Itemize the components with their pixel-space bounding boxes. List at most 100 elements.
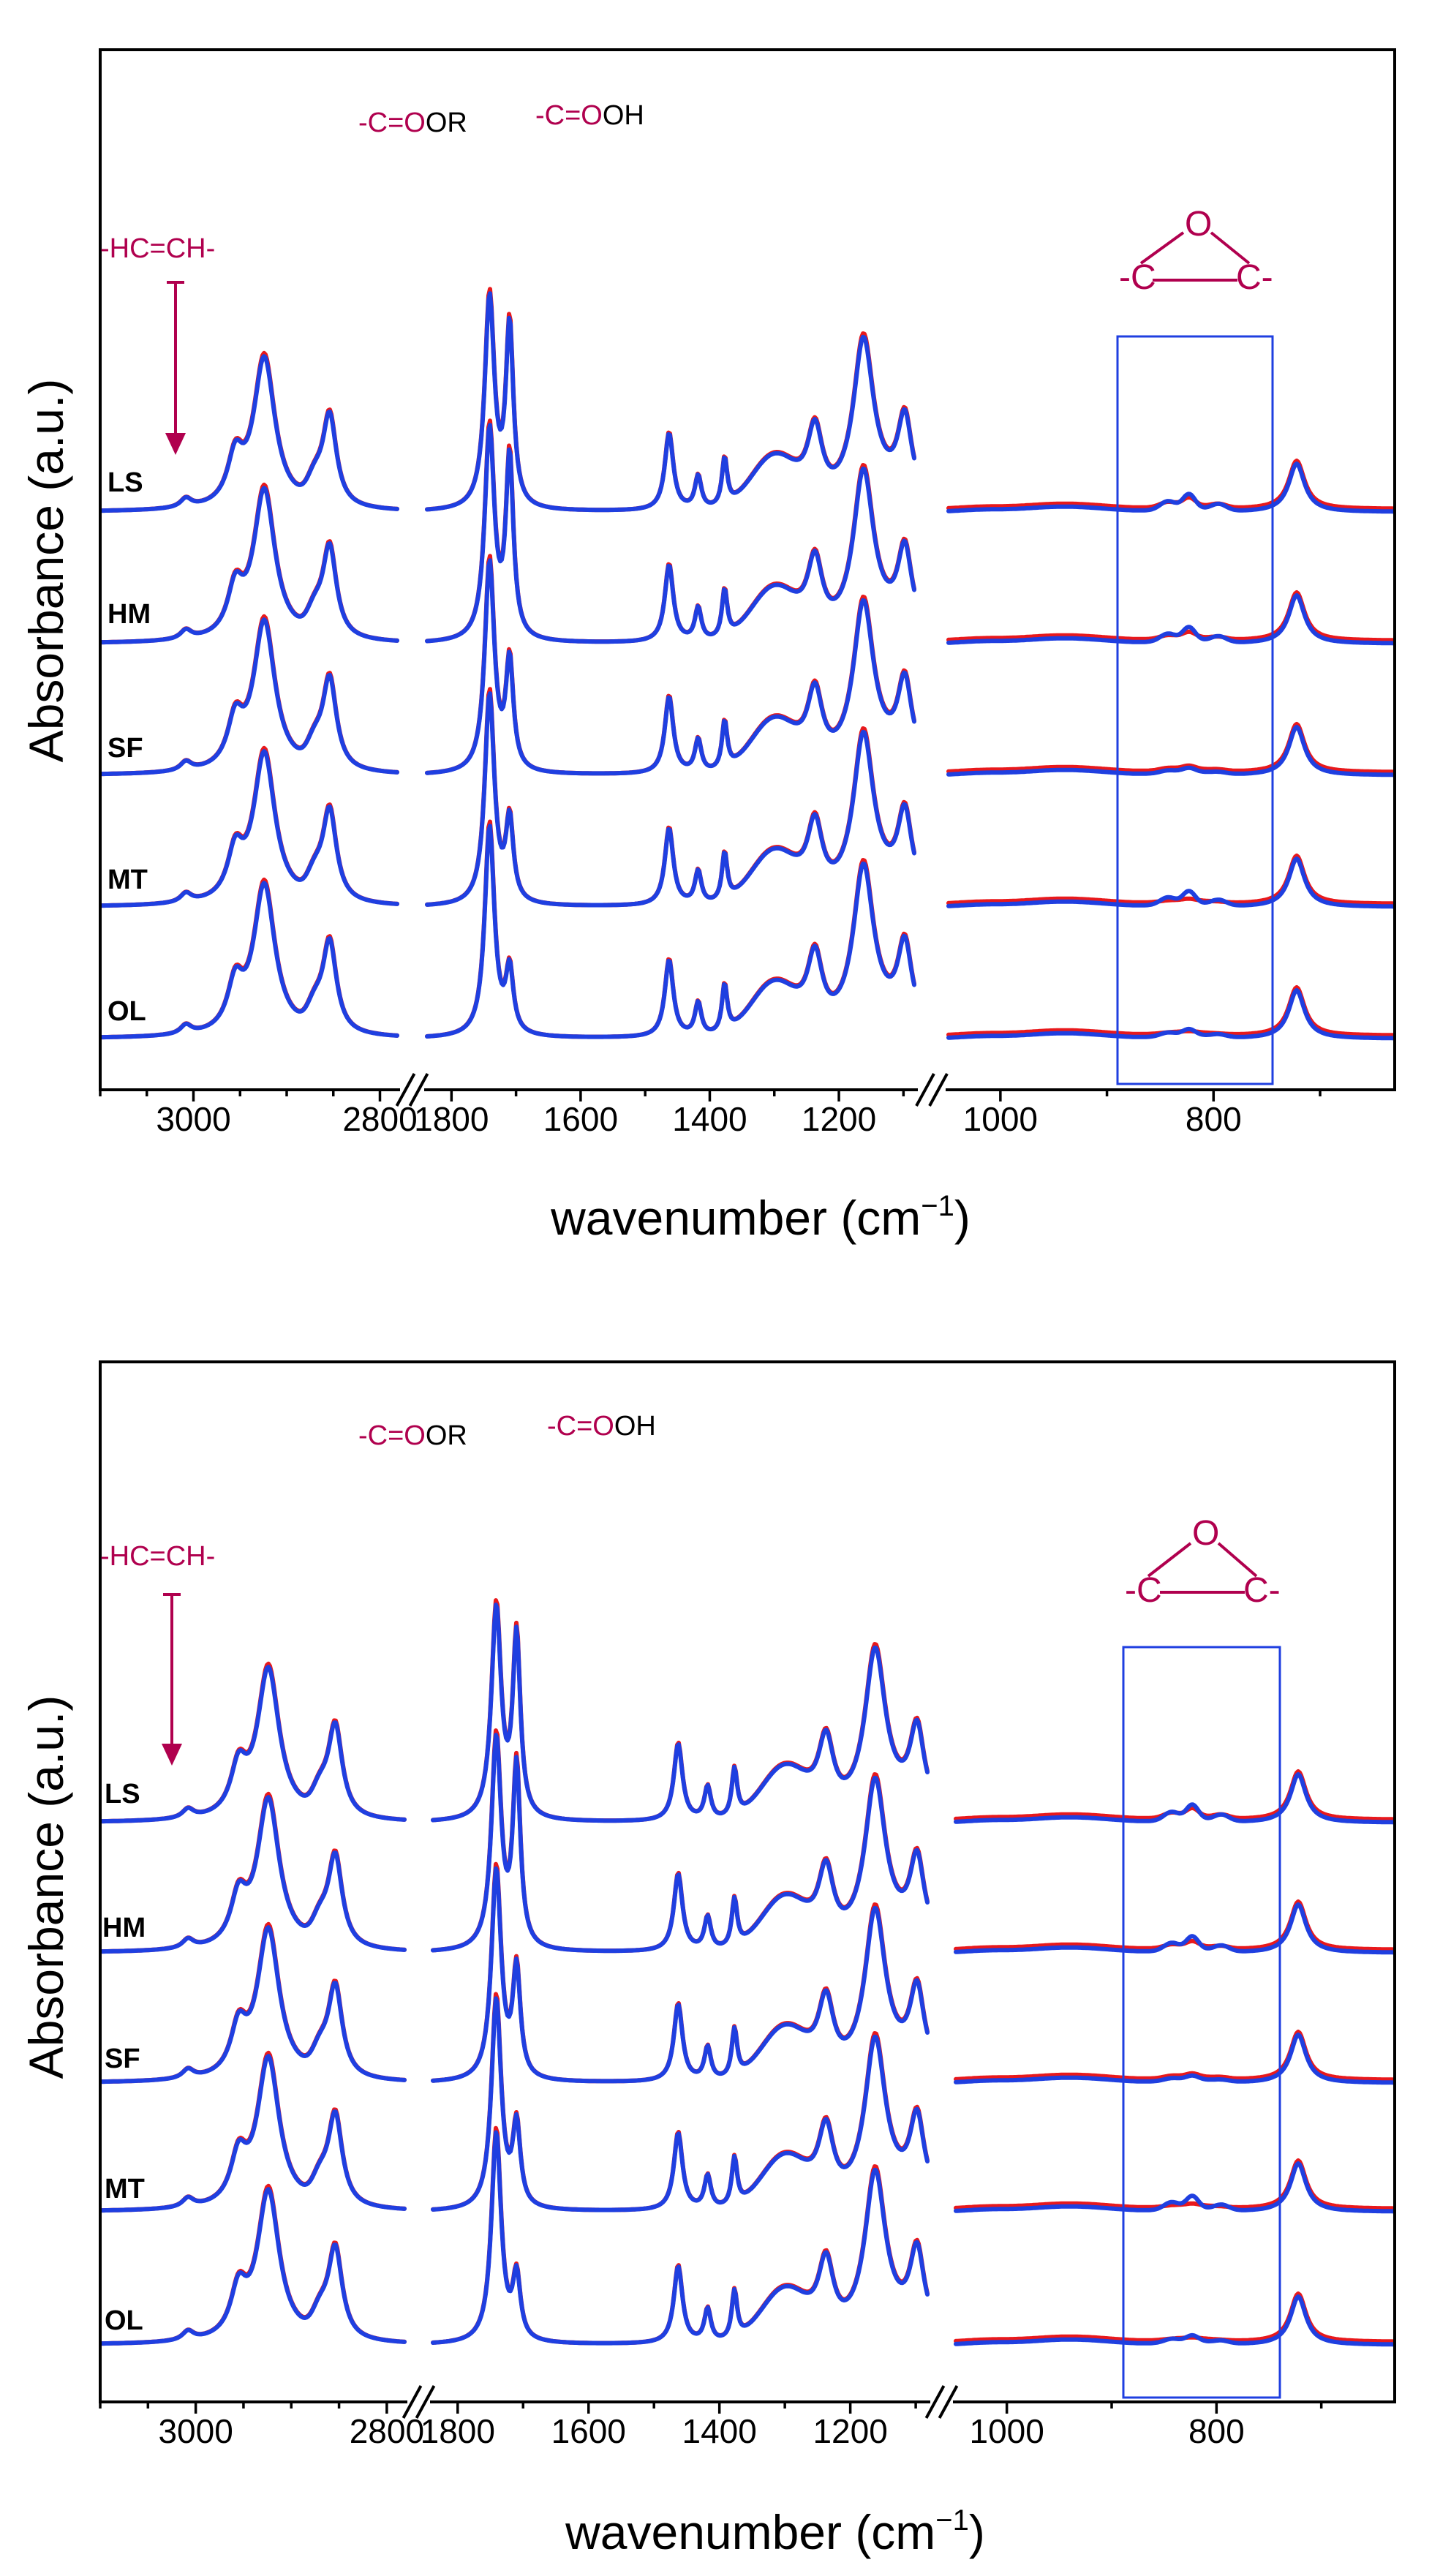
- axis-break-mark-1-1: [395, 1073, 416, 1107]
- spectrum-mt-after-segment-1: [99, 2054, 407, 2213]
- spectrum-sf-after-segment-2: [425, 558, 916, 776]
- spectrum-ol-after-segment-2: [425, 824, 916, 1039]
- x-tick-label-1200: 1200: [813, 2412, 887, 2450]
- spectrum-mt-after-segment-3: [954, 2161, 1395, 2214]
- x-tick-label-1600: 1600: [543, 1100, 618, 1138]
- bottom-x-axis-title: wavenumber (cm−1): [565, 2504, 985, 2559]
- spectrum-ol-after-segment-2: [431, 2130, 930, 2346]
- x-tick-label-3000: 3000: [156, 1100, 230, 1138]
- x-tick-label-800: 800: [1186, 1100, 1242, 1138]
- axis-break-mark-1-1: [402, 2385, 423, 2419]
- sample-label-ol: OL: [105, 2305, 143, 2336]
- epoxide-carbon-left: -C: [1119, 258, 1156, 297]
- spectrum-ol-before-segment-3: [946, 985, 1395, 1038]
- alkene-arrow: [162, 1593, 182, 1766]
- spectrum-ls-after-segment-2: [425, 291, 916, 513]
- epoxide-structure: O -C C-: [1119, 205, 1273, 297]
- alkene-arrow: [165, 281, 186, 455]
- spectrum-hm-after-segment-1: [99, 1795, 407, 1954]
- x-tick-label-2800: 2800: [342, 1100, 417, 1138]
- spectrum-mt-after-segment-1: [99, 749, 399, 908]
- spectrum-mt-after-segment-2: [425, 691, 916, 908]
- spectrum-ls-after-segment-2: [431, 1603, 930, 1823]
- spectrum-hm-after-segment-1: [99, 486, 399, 645]
- sample-label-sf: SF: [108, 733, 143, 764]
- top-plot-frame: [99, 48, 1396, 1091]
- spectrum-sf-after-segment-3: [954, 2033, 1395, 2085]
- sample-label-ol: OL: [108, 996, 146, 1027]
- sample-label-sf: SF: [105, 2044, 140, 2074]
- spectrum-sf-before-segment-3: [954, 2030, 1395, 2082]
- spectrum-hm-after-segment-2: [431, 1733, 930, 1954]
- epoxide-region-box: [1116, 335, 1274, 1085]
- spectrum-hm-after-segment-3: [946, 593, 1395, 646]
- top-x-axis-title: wavenumber (cm−1): [550, 1190, 971, 1245]
- spectrum-hm-after-segment-3: [954, 1902, 1395, 1955]
- top-spectra: [99, 287, 1395, 1041]
- sample-label-ls: LS: [108, 467, 143, 498]
- alkene-label: -HC=CH-: [100, 1541, 215, 1572]
- acid-carbonyl-label: -C=OOH: [547, 1411, 656, 1442]
- axis-break-mark-2-1: [924, 2385, 946, 2419]
- epoxide-carbon-right: C-: [1243, 1571, 1281, 1610]
- axis-break-mark-2-1: [915, 1073, 935, 1107]
- spectrum-sf-after-segment-1: [99, 617, 399, 777]
- axis-break-mark-2-2: [938, 2385, 959, 2419]
- acid-carbonyl-label: -C=OOH: [535, 100, 644, 131]
- x-tick-label-1800: 1800: [421, 2412, 495, 2450]
- x-tick-label-3000: 3000: [158, 2412, 233, 2450]
- x-tick-label-1800: 1800: [414, 1100, 489, 1138]
- spectrum-sf-after-segment-2: [431, 1866, 930, 2084]
- spectrum-mt-before-segment-3: [946, 854, 1395, 906]
- axis-break-mark-1-2: [415, 2385, 436, 2419]
- spectrum-ls-before-segment-2: [425, 287, 916, 513]
- axis-break-mark-2-2: [928, 1073, 949, 1107]
- spectrum-ls-after-segment-1: [99, 354, 399, 513]
- bottom-axis-breaks: [402, 2385, 959, 2419]
- spectrum-ol-after-segment-3: [946, 988, 1395, 1041]
- epoxide-carbon-left: -C: [1125, 1571, 1162, 1610]
- x-tick-label-1000: 1000: [969, 2412, 1044, 2450]
- epoxide-region-box: [1122, 1646, 1281, 2399]
- sample-label-hm: HM: [108, 599, 151, 630]
- spectrum-ls-before-segment-2: [431, 1598, 930, 1823]
- x-tick-label-800: 800: [1188, 2412, 1245, 2450]
- spectrum-ol-after-segment-1: [99, 881, 399, 1040]
- sample-label-mt: MT: [105, 2174, 145, 2204]
- x-tick-label-1200: 1200: [802, 1100, 876, 1138]
- top-y-axis-title: Absorbance (a.u.): [19, 379, 73, 763]
- ester-carbonyl-label: -C=OOR: [358, 1420, 467, 1451]
- spectrum-ls-after-segment-1: [99, 1665, 407, 1824]
- x-tick-label-1600: 1600: [551, 2412, 626, 2450]
- spectrum-ls-after-segment-3: [946, 462, 1395, 514]
- spectrum-mt-after-segment-2: [431, 1996, 930, 2212]
- epoxide-structure: O -C C-: [1125, 1514, 1281, 1610]
- ester-carbonyl-label: -C=OOR: [358, 108, 467, 138]
- spectrum-ol-after-segment-1: [99, 2187, 407, 2346]
- spectrum-ls-after-segment-3: [954, 1772, 1395, 1825]
- epoxide-oxygen: O: [1192, 1514, 1219, 1553]
- spectrum-mt-before-segment-3: [954, 2158, 1395, 2211]
- x-tick-label-1000: 1000: [963, 1100, 1038, 1138]
- x-tick-label-1400: 1400: [672, 1100, 747, 1138]
- bottom-y-axis-title: Absorbance (a.u.): [19, 1695, 73, 2079]
- bottom-plot-frame: [99, 1360, 1396, 2403]
- sample-label-ls: LS: [105, 1779, 140, 1809]
- spectrum-ol-after-segment-3: [954, 2294, 1395, 2347]
- spectrum-ol-before-segment-3: [954, 2291, 1395, 2344]
- epoxide-carbon-right: C-: [1236, 258, 1273, 297]
- bottom-spectra: [99, 1598, 1395, 2347]
- x-tick-label-1400: 1400: [682, 2412, 757, 2450]
- alkene-label: -HC=CH-: [100, 233, 215, 264]
- x-tick-label-2800: 2800: [350, 2412, 424, 2450]
- spectrum-sf-before-segment-3: [946, 722, 1395, 775]
- spectrum-sf-after-segment-1: [99, 1925, 407, 2084]
- axis-break-mark-1-2: [408, 1073, 429, 1107]
- sample-label-mt: MT: [108, 865, 148, 895]
- sample-label-hm: HM: [102, 1913, 146, 1943]
